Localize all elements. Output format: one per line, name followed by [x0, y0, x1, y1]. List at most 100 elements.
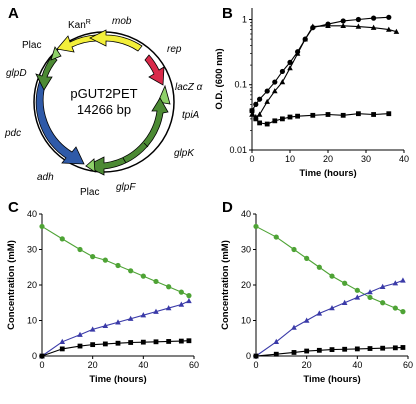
x-tick-label: 30 [361, 154, 371, 164]
pdc-adh-arrow [35, 79, 85, 165]
y-tick-label: 20 [241, 280, 251, 290]
x-tick-label: 20 [323, 154, 333, 164]
y-tick-label: 1 [242, 14, 247, 24]
series-line [41, 300, 190, 357]
x-tick-label: 0 [249, 154, 254, 164]
square-point [329, 347, 335, 353]
triangle-point [59, 338, 66, 344]
square-point [59, 346, 65, 352]
kanr-arrow [56, 34, 97, 53]
circle-point [304, 255, 310, 261]
rep-arrow [144, 54, 165, 86]
triangle-point [367, 289, 373, 295]
x-tick-label: 20 [302, 360, 312, 370]
mob-arrow [89, 29, 143, 52]
circle-point [392, 305, 398, 311]
y-tick-label: 40 [241, 209, 251, 219]
triangle-point [291, 324, 297, 330]
circle-point [253, 223, 259, 230]
square-point [39, 353, 45, 359]
square-point [310, 112, 316, 118]
square-point [186, 338, 192, 344]
circle-point [355, 16, 361, 23]
circle-point [115, 262, 121, 269]
y-tick-label: 40 [27, 209, 37, 219]
triangle-point [89, 326, 96, 332]
y-tick-label: 20 [27, 280, 37, 290]
triangle-point [165, 305, 172, 311]
circle-point [178, 289, 184, 295]
square-point [257, 120, 262, 126]
label-kanr: KanR [68, 19, 91, 31]
circle-point [340, 18, 346, 24]
label-mob: mob [112, 16, 132, 27]
circle-point [386, 14, 392, 20]
panel-a-letter: A [8, 5, 19, 22]
triangle-point [127, 315, 134, 321]
triangle-point [341, 299, 348, 305]
series-line [255, 225, 404, 313]
x-tick-label: 0 [39, 360, 44, 370]
y-tick-label: 0.01 [229, 145, 247, 155]
y-tick-label: 10 [27, 316, 37, 326]
x-tick-label: 10 [285, 154, 295, 164]
circle-point [186, 293, 192, 299]
y-tick-label: 0.1 [234, 80, 247, 90]
glpd-arrow [35, 55, 58, 91]
triangle-point [379, 283, 386, 289]
triangle-point [264, 98, 270, 104]
series-line [255, 279, 404, 357]
circle-point [316, 264, 322, 270]
square-point [340, 112, 346, 118]
triangle-point [273, 338, 280, 344]
chart-d: 0 20 40 60 0 10 20 30 40 Time (hours) Concentratio… [220, 209, 413, 385]
panel-d-letter: D [222, 199, 233, 216]
circle-point [140, 273, 146, 279]
square-point [253, 353, 259, 359]
triangle-point [386, 26, 392, 32]
square-point [178, 338, 184, 344]
triangle-point [249, 111, 255, 117]
triangle-point [303, 317, 310, 323]
square-point [380, 345, 386, 351]
label-rep: rep [167, 44, 182, 55]
y-tick-label: 30 [241, 245, 251, 255]
x-tick-label: 60 [403, 360, 413, 370]
label-glpf: glpF [116, 182, 136, 193]
plasmid-name: pGUT2PET [70, 86, 137, 101]
circle-point [77, 246, 83, 253]
square-point [166, 339, 172, 344]
circle-point [102, 257, 108, 263]
x-tick-label: 40 [399, 154, 409, 164]
label-lacz: lacZ α [175, 82, 203, 93]
glp-divider-2 [122, 157, 127, 164]
x-axis-label: Time (hours) [299, 168, 356, 179]
triangle-point [115, 319, 121, 325]
y-tick-label: 0 [246, 351, 251, 361]
circle-point [153, 278, 159, 285]
square-point [77, 343, 83, 349]
circle-point [264, 88, 270, 94]
label-plac-left: Plac [22, 40, 41, 51]
triangle-point [294, 50, 301, 56]
plac-left-arrow [50, 46, 62, 61]
circle-point [291, 246, 297, 253]
circle-point [400, 309, 406, 315]
x-tick-label: 20 [88, 360, 98, 370]
triangle-point [400, 277, 406, 283]
square-point [316, 347, 322, 353]
panel-b-letter: B [222, 5, 233, 22]
label-glpk: glpK [174, 148, 195, 159]
square-point [249, 108, 255, 114]
label-plac-bottom: Plac [80, 187, 99, 198]
triangle-point [256, 111, 263, 117]
square-point [367, 346, 373, 351]
square-point [371, 112, 376, 117]
plac-bottom-arrow [85, 158, 96, 173]
square-point [356, 111, 361, 117]
triangle-point [370, 24, 377, 30]
triangle-point [316, 310, 323, 316]
square-point [140, 339, 146, 345]
panel-c-letter: C [8, 199, 19, 216]
